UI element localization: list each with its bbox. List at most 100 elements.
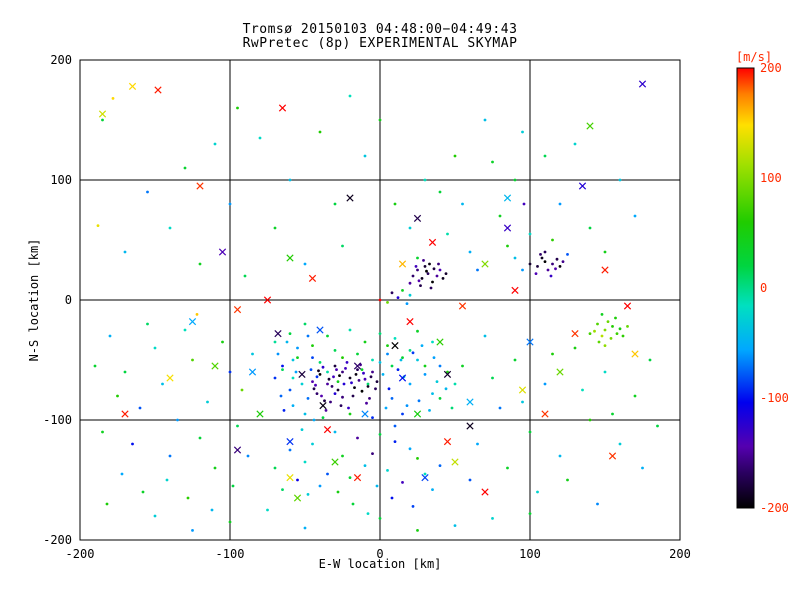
dot-marker	[438, 364, 442, 368]
x-marker	[391, 341, 399, 350]
dot-marker	[165, 478, 169, 482]
dot-marker	[390, 496, 394, 500]
dot-marker	[123, 370, 127, 374]
dot-marker	[521, 268, 524, 272]
x-marker	[233, 305, 242, 314]
dot-marker	[366, 385, 370, 388]
dot-marker	[540, 256, 544, 260]
dot-marker	[296, 478, 299, 482]
dot-marker	[281, 364, 284, 368]
y-tick-label: -100	[43, 413, 72, 427]
dot-marker	[386, 352, 389, 356]
dot-marker	[423, 265, 427, 268]
dot-marker	[417, 399, 421, 403]
dot-marker	[401, 481, 404, 484]
dot-marker	[306, 493, 310, 496]
x-marker	[631, 350, 639, 358]
dot-marker	[363, 154, 367, 158]
dot-marker	[633, 214, 637, 218]
dot-marker	[461, 364, 464, 368]
dot-marker	[593, 329, 596, 333]
dot-marker	[621, 334, 625, 338]
dot-marker	[195, 313, 199, 316]
dot-marker	[153, 346, 157, 350]
dot-marker	[483, 118, 487, 122]
x-marker	[398, 374, 407, 382]
dot-marker	[371, 416, 374, 419]
dot-marker	[378, 118, 382, 122]
dot-marker	[161, 382, 164, 386]
dot-marker	[336, 490, 340, 494]
dot-marker	[288, 178, 292, 182]
x-marker	[413, 214, 422, 223]
dot-marker	[431, 340, 434, 344]
dot-marker	[558, 265, 562, 268]
dot-marker	[566, 478, 569, 482]
dot-marker	[453, 382, 457, 386]
dot-marker	[600, 334, 604, 338]
dot-marker	[491, 160, 494, 164]
dot-marker	[491, 517, 494, 520]
dot-marker	[431, 488, 434, 491]
plot-title-line1: Tromsø 20150103 04:48:00−04:49:43	[242, 22, 518, 37]
x-marker	[586, 122, 594, 130]
dot-marker	[468, 250, 472, 254]
x-marker	[121, 410, 129, 418]
x-marker	[308, 274, 317, 283]
dot-marker	[300, 428, 304, 431]
dot-marker	[327, 377, 331, 381]
dot-marker	[521, 400, 524, 404]
x-marker	[608, 452, 617, 460]
dot-marker	[363, 340, 367, 344]
dot-marker	[390, 291, 394, 295]
dot-marker	[168, 454, 172, 458]
dot-marker	[345, 361, 349, 364]
dot-marker	[266, 508, 269, 512]
colorbar-tick-label: 200	[760, 61, 782, 75]
dot-marker	[360, 368, 364, 371]
dot-marker	[423, 373, 427, 376]
dot-marker	[551, 262, 554, 266]
dot-marker	[362, 371, 365, 375]
dot-marker	[378, 332, 382, 335]
x-marker	[248, 368, 257, 376]
dot-marker	[375, 484, 379, 488]
dot-marker	[303, 526, 307, 530]
dot-marker	[371, 370, 374, 374]
dot-marker	[618, 442, 622, 446]
dot-marker	[588, 332, 592, 335]
dot-marker	[318, 130, 322, 134]
dot-marker	[371, 452, 374, 455]
dot-marker	[543, 260, 547, 263]
dot-marker	[426, 272, 430, 275]
x-marker	[571, 329, 579, 338]
dot-marker	[315, 375, 319, 379]
dot-marker	[108, 334, 112, 338]
dot-marker	[116, 394, 119, 398]
dot-marker	[318, 361, 322, 364]
y-tick-label: -200	[43, 533, 72, 547]
dot-marker	[236, 424, 239, 428]
dot-marker	[341, 395, 344, 399]
y-tick-label: 100	[50, 173, 72, 187]
x-tick-label: -100	[215, 547, 245, 561]
x-marker	[316, 326, 324, 334]
x-axis-label: E-W location [km]	[318, 557, 442, 571]
dot-marker	[401, 356, 404, 359]
dot-marker	[317, 369, 320, 373]
dot-marker	[353, 386, 356, 389]
dot-marker	[198, 436, 202, 440]
x-marker	[274, 329, 282, 338]
x-marker	[556, 368, 564, 376]
dot-marker	[191, 529, 194, 532]
dot-marker	[311, 442, 314, 446]
dot-marker	[348, 412, 352, 416]
dot-marker	[483, 334, 487, 338]
dot-marker	[206, 400, 209, 404]
x-marker	[466, 422, 474, 430]
dot-marker	[408, 349, 412, 352]
dot-marker	[198, 262, 202, 266]
dot-marker	[611, 412, 614, 416]
dot-marker	[396, 296, 400, 299]
dot-marker	[279, 394, 283, 398]
